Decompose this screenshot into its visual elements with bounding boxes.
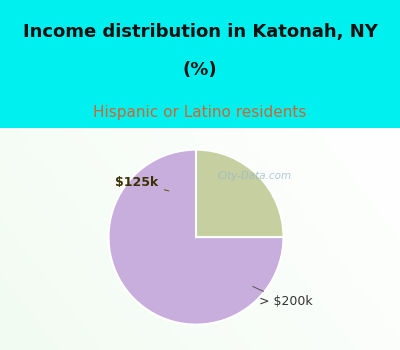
Text: (%): (%) xyxy=(183,61,217,79)
Text: City-Data.com: City-Data.com xyxy=(218,171,292,181)
Wedge shape xyxy=(196,150,284,237)
Wedge shape xyxy=(108,150,284,324)
Text: $125k: $125k xyxy=(116,176,169,191)
Text: Hispanic or Latino residents: Hispanic or Latino residents xyxy=(93,105,307,120)
Text: > $200k: > $200k xyxy=(253,286,313,308)
Text: Income distribution in Katonah, NY: Income distribution in Katonah, NY xyxy=(22,23,378,41)
